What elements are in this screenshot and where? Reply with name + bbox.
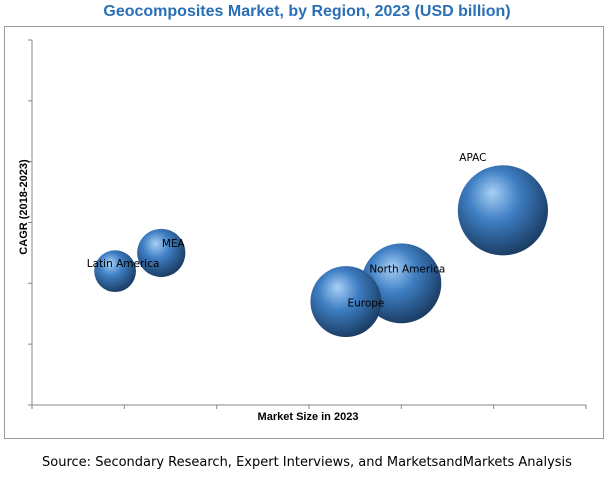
source-note: Source: Secondary Research, Expert Inter… [42,455,572,470]
bubble-europe [310,266,382,338]
bubble-label-latin-america: Latin America [87,258,160,270]
bubble-label-mea: MEA [162,238,186,250]
bubble-latin-america [94,250,136,293]
y-axis-label: CAGR (2018-2023) [18,159,30,255]
bubbles [94,165,548,338]
axes [28,39,587,409]
chart-frame [4,26,604,439]
bubble-label-apac: APAC [459,152,486,164]
bubble-label-north-america: North America [369,263,445,275]
bubble-mea [137,228,186,278]
bubble-apac [457,165,548,256]
bubble-label-europe: Europe [347,298,384,310]
x-axis-label: Market Size in 2023 [258,411,359,423]
chart-title: Geocomposites Market, by Region, 2023 (U… [103,3,511,20]
